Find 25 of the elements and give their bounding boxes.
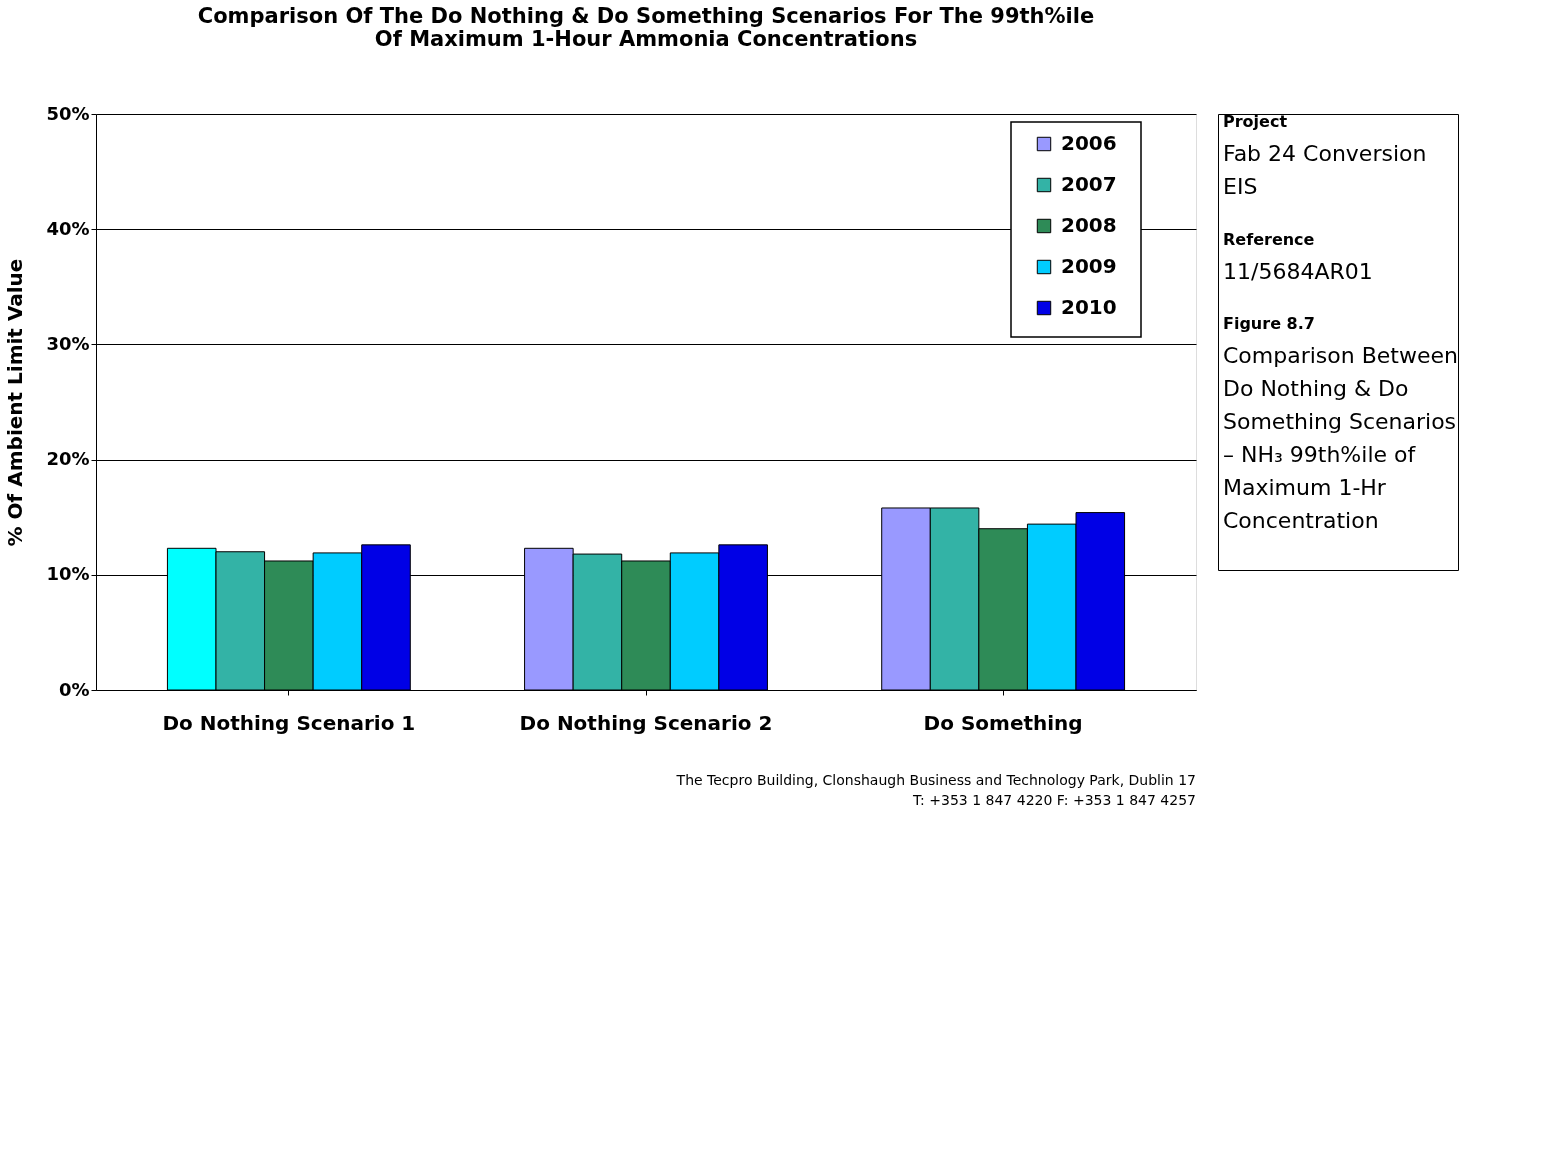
x-tick-label: Do Something xyxy=(923,710,1083,735)
legend-label: 2010 xyxy=(1061,295,1117,319)
y-tick-label: 10% xyxy=(46,563,90,585)
y-tick-label: 50% xyxy=(46,102,90,124)
text: 11/5684AR01 xyxy=(1223,259,1373,284)
text: Fab 24 Conversion EIS xyxy=(1223,141,1427,199)
caption: Figure 8.7 xyxy=(1223,314,1315,333)
y-tick-label: 0% xyxy=(58,678,90,700)
text: Reference xyxy=(1223,230,1315,249)
text: Of Maximum 1-Hour Ammonia Concentrations xyxy=(374,27,918,51)
text: Project xyxy=(1223,112,1288,131)
legend-label: 2008 xyxy=(1061,213,1117,237)
y-axis-title: % Of Ambient Limit Value xyxy=(3,258,28,547)
text: Comparison Between Do Nothing & Do Something Scenarios – NH₃ 99th%ile of Maximum 1-Hr Concentration xyxy=(1223,343,1458,533)
y-tick-label: 40% xyxy=(46,217,90,239)
y-tick-label: 20% xyxy=(46,448,90,470)
legend-label: 2007 xyxy=(1061,172,1117,196)
x-tick-label: Do Nothing Scenario 2 xyxy=(519,710,773,735)
x-tick-label: Do Nothing Scenario 1 xyxy=(162,710,416,735)
text: The Tecpro Building, Clonshaugh Business and Technology Park, Dublin 17 xyxy=(675,772,1196,788)
text: T: +353 1 847 4220 F: +353 1 847 4257 xyxy=(912,792,1196,808)
y-tick-label: 30% xyxy=(46,332,90,354)
legend-label: 2009 xyxy=(1061,254,1117,278)
legend-label: 2006 xyxy=(1061,131,1117,155)
text: Comparison Of The Do Nothing & Do Something Scenarios For The 99th%ile xyxy=(197,4,1095,28)
